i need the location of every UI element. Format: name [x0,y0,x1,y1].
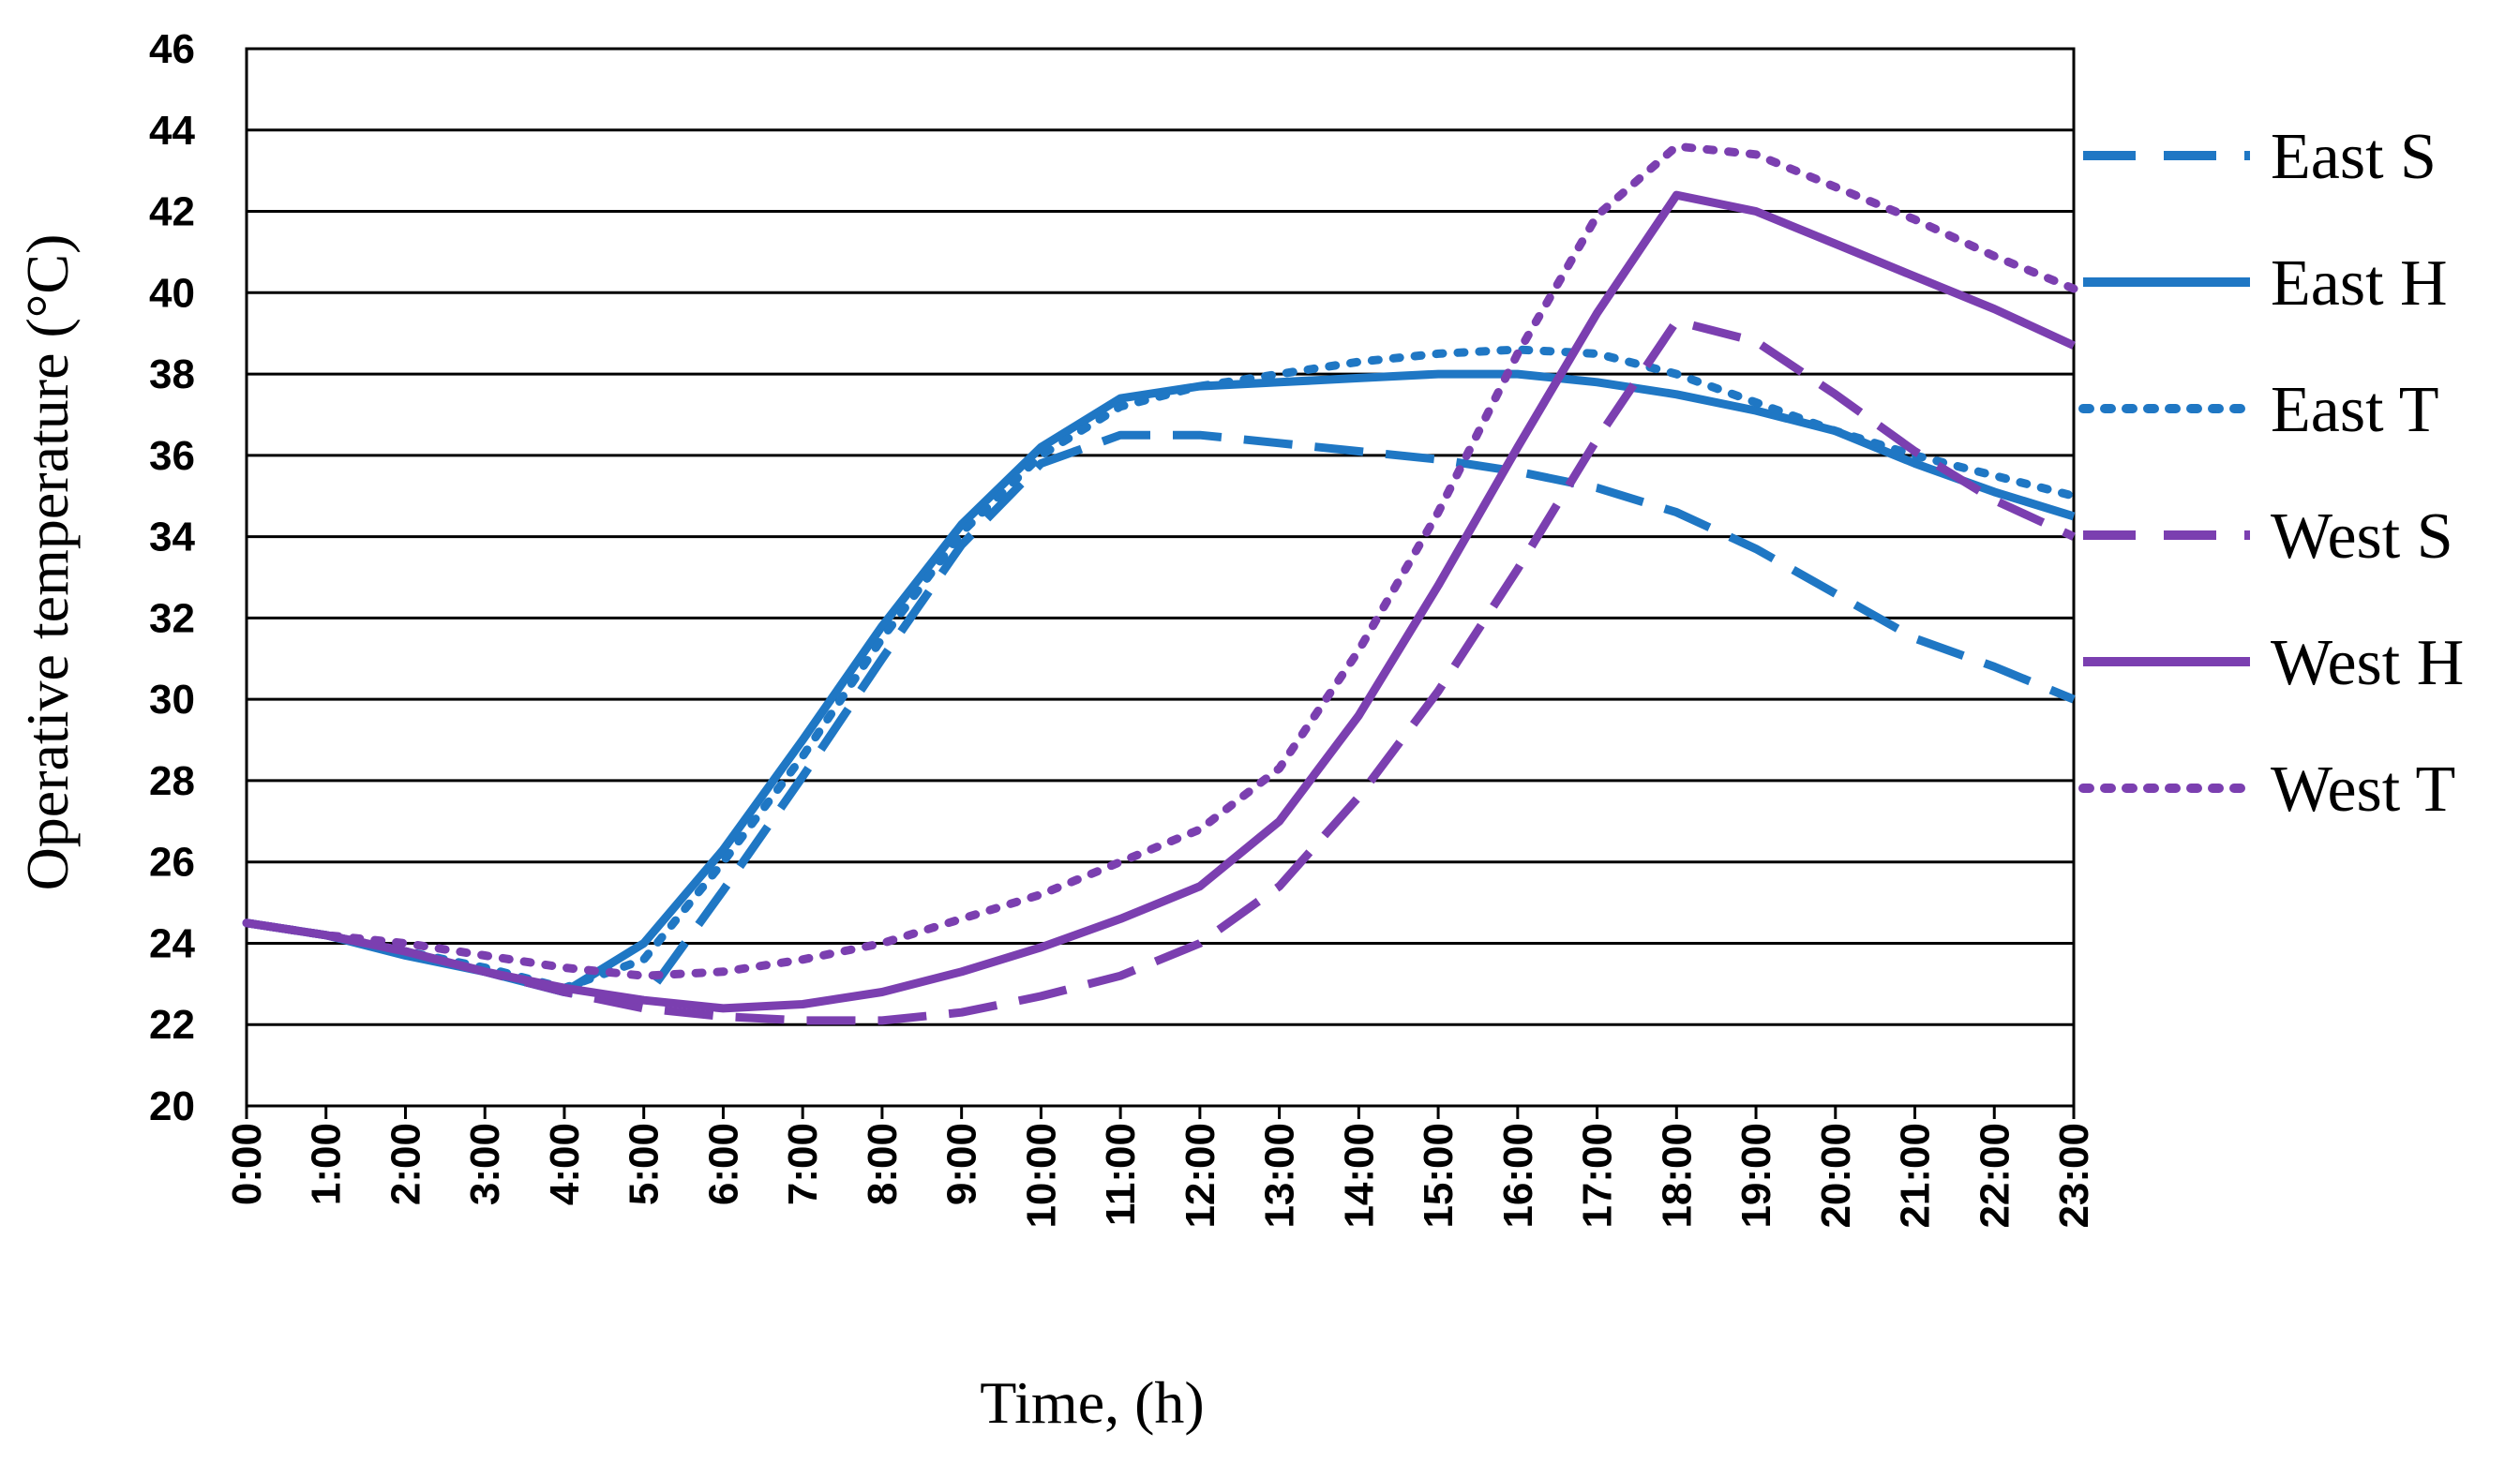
y-tick-label: 24 [149,920,195,966]
y-tick-label: 46 [149,26,195,72]
x-tick-label: 6:00 [700,1123,746,1205]
series-line-east-s [246,430,2076,1005]
x-tick-label: 23:00 [2051,1123,2097,1229]
grid-layer [245,47,2076,1119]
legend-label-east-t: East T [2271,374,2439,446]
plot-frame [245,47,2076,1108]
legend: East S East H East T West S West H West T [2078,121,2464,826]
y-tick-label: 32 [149,595,195,641]
legend-label-west-h: West H [2271,627,2464,699]
x-tick-label: 2:00 [382,1123,428,1205]
x-tick-label: 15:00 [1416,1123,1462,1229]
series-line-east-t [242,345,2078,993]
y-tick-label: 26 [149,840,195,886]
x-tick-label: 14:00 [1336,1123,1382,1229]
legend-label-east-s: East S [2271,121,2437,193]
x-tick-label: 21:00 [1893,1123,1939,1229]
x-tick-label: 20:00 [1813,1123,1859,1229]
legend-label-west-s: West S [2271,500,2453,573]
x-tick-label: 5:00 [622,1123,668,1205]
x-tick-label: 13:00 [1257,1123,1303,1229]
y-tick-label: 22 [149,1002,195,1048]
y-tick-labels: 20 22 24 26 28 30 32 34 36 38 40 42 44 46 [149,26,195,1129]
series-line-west-t [242,142,2078,980]
x-tick-label: 16:00 [1495,1123,1541,1229]
x-tick-label: 1:00 [304,1123,350,1205]
y-tick-label: 42 [149,189,195,235]
y-tick-label: 36 [149,433,195,479]
x-axis-title: Time, (h) [980,1369,1204,1436]
x-tick-label: 4:00 [542,1123,588,1205]
x-tick-label: 8:00 [860,1123,906,1205]
x-tick-label: 17:00 [1575,1123,1621,1229]
series-line-west-h [246,190,2076,1013]
x-tick-label: 19:00 [1733,1123,1779,1229]
x-tick-label: 18:00 [1654,1123,1700,1229]
y-tick-label: 20 [149,1083,195,1129]
x-tick-label: 0:00 [224,1123,270,1205]
y-tick-label: 34 [149,515,195,560]
x-tick-label: 7:00 [780,1123,826,1205]
series-layer [242,142,2078,1025]
legend-label-east-h: East H [2271,247,2448,320]
x-tick-label: 12:00 [1178,1123,1223,1229]
x-tick-label: 9:00 [939,1123,985,1205]
y-tick-label: 28 [149,758,195,804]
y-tick-label: 44 [149,108,195,154]
x-tick-label: 22:00 [1972,1123,2018,1229]
y-axis-title: Operative temperature (°C) [14,234,81,891]
y-tick-label: 40 [149,270,195,316]
y-tick-label: 38 [149,351,195,397]
x-tick-labels: 0:00 1:00 2:00 3:00 4:00 5:00 6:00 7:00 8:00 9:00… [224,1123,2097,1229]
x-tick-label: 3:00 [462,1123,508,1205]
y-tick-label: 30 [149,677,195,723]
legend-label-west-t: West T [2271,754,2455,826]
x-tick-label: 10:00 [1018,1123,1064,1229]
x-tick-label: 11:00 [1098,1123,1144,1226]
